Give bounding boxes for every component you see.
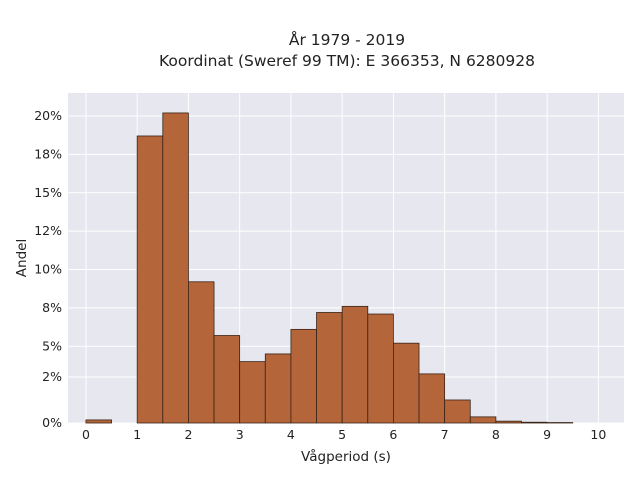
y-tick-label-1: 2% xyxy=(42,369,62,384)
y-axis-ticks: 0% 2% 5% 8% 10% 12% 15% 18% 20% xyxy=(34,108,62,430)
chart-title-line-1: År 1979 - 2019 xyxy=(289,30,405,49)
x-tick-label-9: 9 xyxy=(543,427,551,442)
x-tick-label-4: 4 xyxy=(287,427,295,442)
histogram-bar-7 xyxy=(290,328,317,424)
x-tick-label-6: 6 xyxy=(389,427,397,442)
chart-title-line-2: Koordinat (Sweref 99 TM): E 366353, N 62… xyxy=(159,52,535,70)
histogram-bar-0 xyxy=(85,419,112,424)
y-tick-label-3: 8% xyxy=(42,300,62,315)
histogram-bar-5 xyxy=(239,361,266,424)
histogram-bar-16 xyxy=(521,421,548,424)
x-axis-label: Vågperiod (s) xyxy=(301,448,391,465)
y-tick-label-6: 15% xyxy=(34,185,62,200)
y-tick-label-4: 10% xyxy=(34,262,62,277)
x-axis-ticks: 0 1 2 3 4 5 6 7 8 9 10 xyxy=(82,427,606,442)
y-tick-label-5: 12% xyxy=(34,223,62,238)
y-tick-label-8: 20% xyxy=(34,108,62,123)
histogram-bar-6 xyxy=(264,353,292,424)
x-tick-label-5: 5 xyxy=(338,427,346,442)
x-tick-label-3: 3 xyxy=(236,427,244,442)
histogram-bar-11 xyxy=(393,342,420,424)
x-tick-label-8: 8 xyxy=(492,427,500,442)
histogram-bar-8 xyxy=(316,312,343,424)
x-tick-label-7: 7 xyxy=(441,427,449,442)
histogram-bar-1 xyxy=(136,135,164,424)
y-tick-label-7: 18% xyxy=(34,146,62,161)
histogram-bar-12 xyxy=(418,373,446,424)
y-tick-label-2: 5% xyxy=(42,338,62,353)
histogram-bar-13 xyxy=(444,399,471,424)
x-tick-label-1: 1 xyxy=(133,427,141,442)
x-tick-label-0: 0 xyxy=(82,427,90,442)
x-tick-label-2: 2 xyxy=(184,427,192,442)
y-axis-label: Andel xyxy=(14,239,30,277)
histogram-bar-9 xyxy=(341,305,369,424)
histogram-bar-2 xyxy=(162,112,189,424)
histogram-bar-3 xyxy=(188,281,215,424)
histogram-bar-10 xyxy=(367,313,394,424)
histogram-bar-4 xyxy=(213,335,241,424)
histogram-bar-15 xyxy=(495,420,522,424)
x-tick-label-10: 10 xyxy=(590,427,606,442)
histogram-bars xyxy=(85,112,574,424)
histogram-bar-14 xyxy=(469,416,497,424)
y-tick-label-0: 0% xyxy=(42,415,62,430)
